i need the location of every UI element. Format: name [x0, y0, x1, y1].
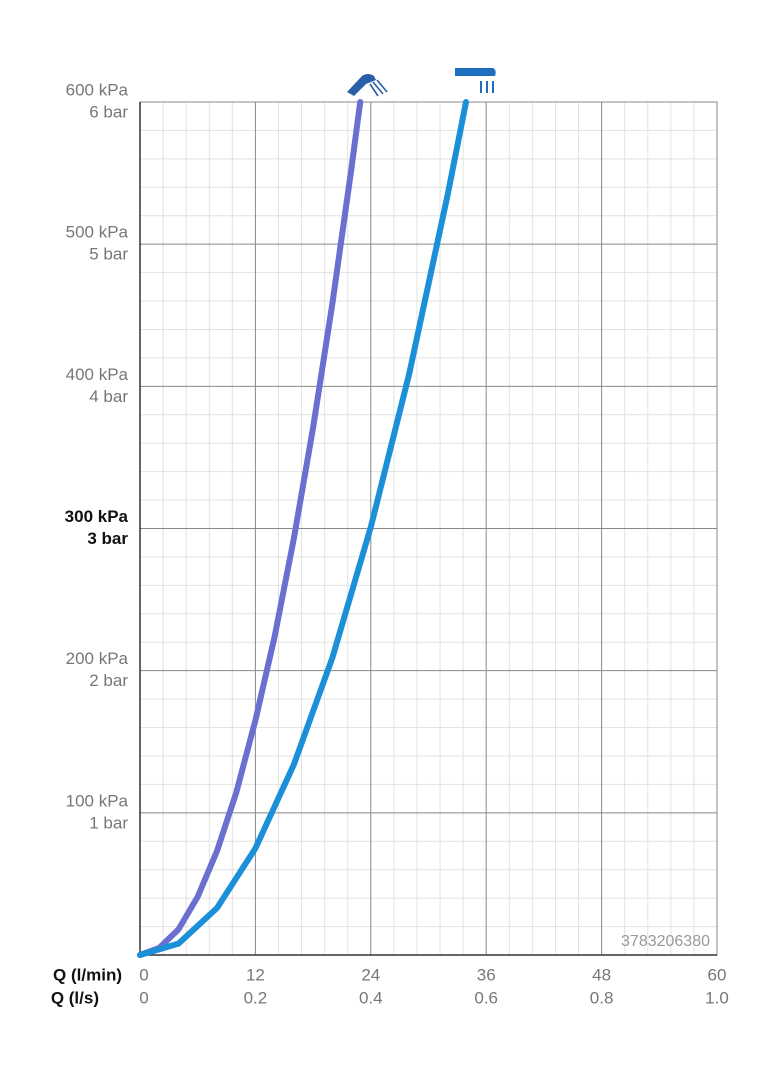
y-tick-label: 500 kPa — [66, 223, 129, 242]
x-axis-label: Q (l/min) — [53, 965, 122, 984]
curve — [137, 99, 364, 958]
x2-tick-label: 0 — [139, 988, 148, 1007]
grid — [139, 101, 718, 956]
x2-axis-label: Q (l/s) — [51, 988, 99, 1007]
x-tick-label: 36 — [477, 965, 496, 984]
y-tick-label: 200 kPa — [66, 649, 129, 668]
y-tick-label-bar: 6 bar — [89, 102, 128, 121]
x-tick-label: 0 — [139, 965, 148, 984]
y-tick-label-bar: 1 bar — [89, 813, 128, 832]
x2-tick-label: 0.8 — [590, 988, 614, 1007]
x-tick-label: 48 — [592, 965, 611, 984]
x2-tick-label: 0.4 — [359, 988, 383, 1007]
y-tick-label: 400 kPa — [66, 365, 129, 384]
y-tick-label-bar: 2 bar — [89, 671, 128, 690]
hand-shower-icon — [347, 74, 388, 97]
x2-tick-label: 1.0 — [705, 988, 729, 1007]
y-tick-label-bar: 5 bar — [89, 245, 128, 264]
x2-tick-label: 0.6 — [474, 988, 498, 1007]
x2-tick-label: 0.2 — [244, 988, 268, 1007]
y-tick-label: 600 kPa — [66, 80, 129, 99]
y-tick-label: 100 kPa — [66, 791, 129, 810]
y-tick-label: 300 kPa — [65, 507, 129, 526]
y-tick-label-bar: 3 bar — [87, 529, 128, 548]
watermark: 3783206380 — [621, 933, 710, 950]
curve — [137, 99, 470, 958]
x-tick-label: 12 — [246, 965, 265, 984]
y-tick-label-bar: 4 bar — [89, 387, 128, 406]
x-tick-label: 24 — [361, 965, 380, 984]
x-tick-label: 60 — [708, 965, 727, 984]
overhead-shower-icon — [455, 68, 496, 93]
